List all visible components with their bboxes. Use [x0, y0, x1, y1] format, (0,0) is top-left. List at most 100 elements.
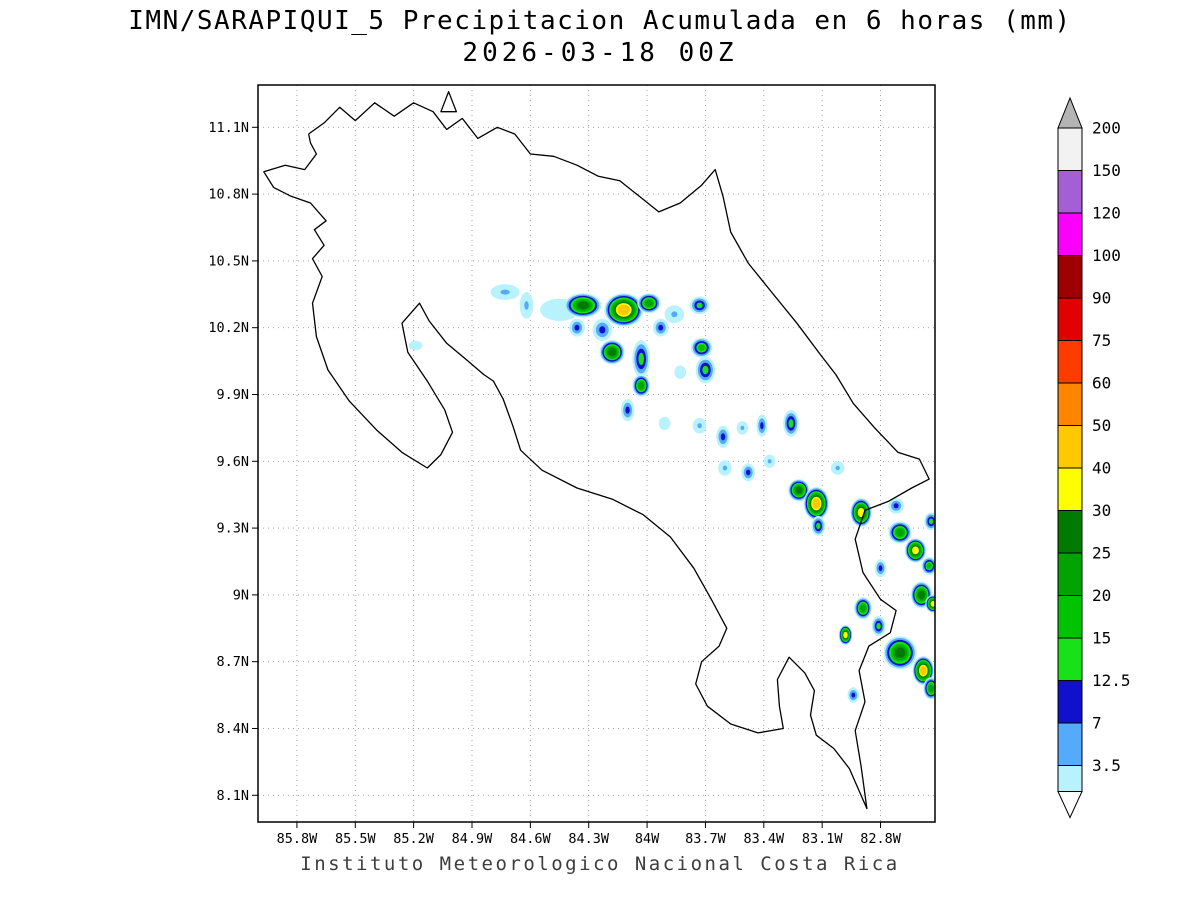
lake-island-outline — [440, 91, 458, 113]
footer-caption: Instituto Meteorologico Nacional Costa R… — [300, 853, 900, 875]
precip-contour — [638, 382, 644, 390]
colorbar-label: 60 — [1092, 374, 1111, 393]
precip-contour — [697, 423, 702, 429]
colorbar-segment — [1057, 722, 1083, 766]
precip-contour — [926, 563, 932, 569]
precip-contour — [698, 344, 705, 351]
precipitation-cells — [408, 284, 935, 703]
colorbar-label: 15 — [1092, 629, 1111, 648]
precip-contour — [740, 425, 745, 430]
colorbar-label: 40 — [1092, 459, 1111, 478]
colorbar-segment — [1057, 212, 1083, 256]
colorbar-label: 100 — [1092, 246, 1121, 265]
colorbar-label: 90 — [1092, 289, 1111, 308]
precip-contour — [767, 459, 772, 464]
precip-contour — [788, 419, 794, 428]
precip-contour — [658, 416, 671, 431]
chart-subtitle: 2026-03-18 00Z — [462, 38, 738, 68]
colorbar-segment — [1057, 382, 1083, 426]
precip-contour — [720, 433, 726, 441]
colorbar-top-arrow — [1057, 96, 1083, 129]
y-tick-label: 8.1N — [216, 788, 249, 804]
y-tick-label: 9.9N — [216, 387, 249, 403]
colorbar-label: 12.5 — [1092, 671, 1131, 690]
map-frame — [257, 84, 936, 823]
precip-contour — [795, 486, 803, 494]
precip-contour — [893, 503, 899, 509]
colorbar-label: 75 — [1092, 331, 1111, 350]
x-tick-label: 83.4W — [743, 831, 785, 847]
colorbar-segment — [1057, 552, 1083, 596]
precip-contour — [912, 546, 919, 555]
colorbar-segment — [1057, 255, 1083, 299]
precip-contour — [696, 302, 703, 309]
colorbar-segment — [1057, 595, 1083, 639]
y-tick-label: 9.3N — [216, 521, 249, 537]
axis-labels: 11.1N 10.8N 10.5N 10.2N 9.9N 9.6N 9.3N 9N 8.7N 8.… — [208, 120, 901, 847]
colorbar-segment — [1057, 297, 1083, 341]
coastline — [263, 91, 930, 810]
map-gridlines — [258, 85, 935, 822]
precip-contour — [919, 666, 927, 676]
colorbar-segment — [1057, 510, 1083, 554]
colorbar-label: 20 — [1092, 586, 1111, 605]
colorbar-segment — [1057, 170, 1083, 214]
precip-contour — [860, 604, 866, 612]
precip-contour — [645, 300, 653, 307]
x-tick-label: 82.8W — [860, 831, 902, 847]
x-tick-label: 84W — [635, 831, 660, 847]
precip-contour — [930, 600, 935, 607]
precip-contour — [608, 348, 617, 357]
x-tick-label: 83.1W — [802, 831, 844, 847]
y-tick-label: 8.4N — [216, 721, 249, 737]
precip-contour — [843, 631, 848, 639]
precip-contour — [408, 340, 423, 351]
colorbar-label: 120 — [1092, 204, 1121, 223]
y-tick-label: 11.1N — [208, 120, 249, 136]
colorbar-label: 3.5 — [1092, 756, 1121, 775]
precip-contour — [671, 311, 678, 318]
precip-contour — [674, 365, 686, 379]
precip-contour — [625, 406, 630, 414]
y-tick-label: 9.6N — [216, 454, 249, 470]
x-tick-label: 84.3W — [568, 831, 610, 847]
precip-contour — [928, 684, 934, 693]
precip-contour — [658, 324, 664, 331]
colorbar-segment — [1057, 637, 1083, 681]
colorbar-label: 7 — [1092, 714, 1102, 733]
colorbar-segment — [1057, 680, 1083, 724]
colorbar-segment — [1057, 425, 1083, 469]
colorbar-segment — [1057, 765, 1083, 792]
precip-contour — [500, 289, 510, 295]
x-tick-label: 85.5W — [335, 831, 377, 847]
precip-contour — [599, 326, 606, 334]
precip-contour — [617, 304, 630, 316]
colorbar: 200 150 120 100 90 75 60 50 40 30 25 20 15 12.5 7 3.5 — [1057, 96, 1131, 819]
precip-contour — [812, 498, 821, 509]
x-tick-label: 85.2W — [393, 831, 435, 847]
y-tick-label: 10.5N — [208, 253, 249, 269]
precip-contour — [524, 301, 529, 310]
colorbar-label: 30 — [1092, 501, 1111, 520]
colorbar-segment — [1057, 340, 1083, 384]
colorbar-label: 150 — [1092, 161, 1121, 180]
precip-contour — [577, 301, 589, 310]
x-tick-label: 85.8W — [277, 831, 319, 847]
y-tick-label: 10.2N — [208, 320, 249, 336]
precip-contour — [574, 324, 580, 331]
precip-contour — [894, 647, 906, 659]
precip-contour — [760, 422, 764, 430]
x-tick-label: 83.7W — [685, 831, 727, 847]
y-tick-label: 9N — [233, 587, 249, 603]
y-tick-label: 8.7N — [216, 654, 249, 670]
precip-contour — [851, 692, 856, 698]
costa-rica-outline — [263, 102, 930, 810]
colorbar-segment — [1057, 127, 1083, 171]
precip-contour — [746, 469, 751, 476]
y-tick-label: 10.8N — [208, 187, 249, 203]
precip-contour — [638, 352, 644, 365]
precip-contour — [928, 518, 934, 525]
x-tick-label: 84.9W — [452, 831, 494, 847]
x-tick-label: 84.6W — [510, 831, 552, 847]
